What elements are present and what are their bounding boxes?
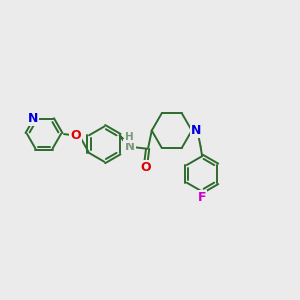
Text: F: F xyxy=(198,191,206,204)
Text: N: N xyxy=(28,112,38,124)
Text: N: N xyxy=(124,140,134,153)
Text: H: H xyxy=(125,132,134,142)
Text: H: H xyxy=(126,138,136,148)
Text: O: O xyxy=(70,129,80,142)
Text: O: O xyxy=(141,160,151,174)
Text: N: N xyxy=(191,124,201,137)
